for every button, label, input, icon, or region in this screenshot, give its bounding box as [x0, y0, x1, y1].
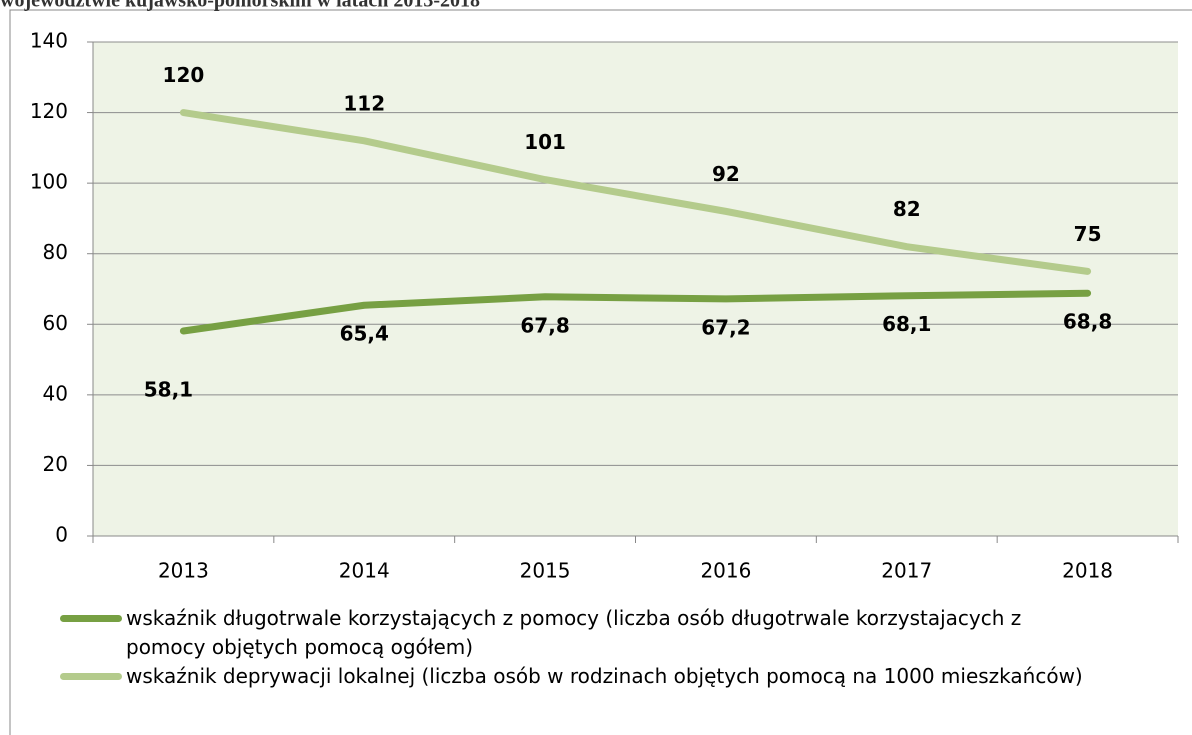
x-tick-label: 2013: [158, 559, 209, 583]
legend-label: wskaźnik długotrwale korzystających z po…: [126, 606, 1022, 659]
data-label: 92: [712, 162, 740, 186]
data-label: 67,2: [701, 315, 750, 339]
legend-swatch: [60, 615, 122, 622]
y-tick-label: 100: [30, 170, 68, 194]
x-tick-label: 2018: [1062, 559, 1113, 583]
data-label: 68,1: [882, 312, 931, 336]
legend-label: wskaźnik deprywacji lokalnej (liczba osó…: [126, 664, 1083, 688]
x-tick-label: 2017: [881, 559, 932, 583]
data-label: 112: [343, 91, 385, 115]
series-line: [179, 289, 1092, 335]
data-label: 65,4: [340, 322, 389, 346]
data-label: 82: [893, 197, 921, 221]
plot-area: [93, 42, 1178, 536]
x-tick-label: 2014: [339, 559, 390, 583]
y-tick-label: 60: [43, 311, 68, 335]
y-tick-label: 120: [30, 99, 68, 123]
y-tick-label: 40: [43, 381, 68, 405]
data-label: 67,8: [520, 313, 569, 337]
data-label: 101: [524, 130, 566, 154]
data-label: 120: [163, 63, 205, 87]
y-tick-label: 0: [55, 523, 68, 547]
data-label: 58,1: [144, 377, 193, 401]
y-tick-label: 80: [43, 240, 68, 264]
series-line: [179, 109, 1092, 275]
x-tick-label: 2016: [700, 559, 751, 583]
chart-frame: [9, 9, 1192, 735]
data-label: 68,8: [1063, 310, 1112, 334]
legend-entry: wskaźnik deprywacji lokalnej (liczba osó…: [60, 662, 1086, 691]
y-tick-label: 20: [43, 452, 68, 476]
data-label: 75: [1074, 222, 1102, 246]
x-tick-label: 2015: [520, 559, 571, 583]
legend-entry: wskaźnik długotrwale korzystających z po…: [60, 604, 1086, 662]
legend: wskaźnik długotrwale korzystających z po…: [60, 604, 1160, 691]
chart-title: województwie kujawsko-pomorskim w latach…: [0, 0, 480, 12]
y-tick-label: 140: [30, 29, 68, 53]
legend-swatch: [60, 673, 122, 680]
